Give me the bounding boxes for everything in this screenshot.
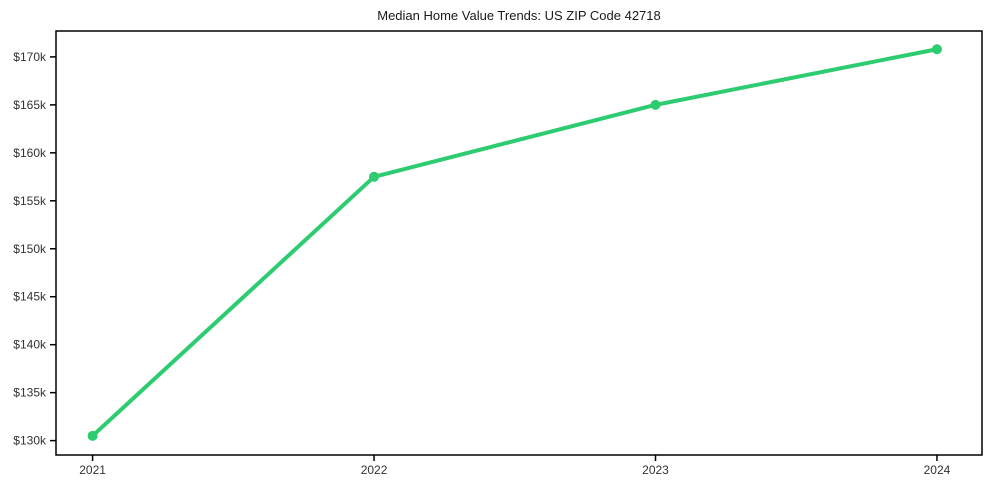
data-point-marker [931,44,942,55]
y-tick-label: $130k [13,434,47,448]
y-tick-label: $150k [13,242,47,256]
data-point-marker [87,430,98,441]
y-tick-label: $165k [13,98,47,112]
data-point-marker [650,99,661,110]
y-tick-label: $170k [13,50,47,64]
x-tick-label: 2024 [924,463,951,477]
x-tick-label: 2023 [642,463,669,477]
data-point-marker [369,171,380,182]
y-tick-label: $140k [13,338,47,352]
y-tick-label: $145k [13,290,47,304]
y-tick-label: $160k [13,146,47,160]
y-tick-label: $135k [13,386,47,400]
plot-border [55,30,983,456]
chart-title: Median Home Value Trends: US ZIP Code 42… [377,8,661,23]
y-tick-label: $155k [13,194,47,208]
x-tick-label: 2021 [79,463,106,477]
x-tick-label: 2022 [361,463,388,477]
trend-line [90,47,939,438]
